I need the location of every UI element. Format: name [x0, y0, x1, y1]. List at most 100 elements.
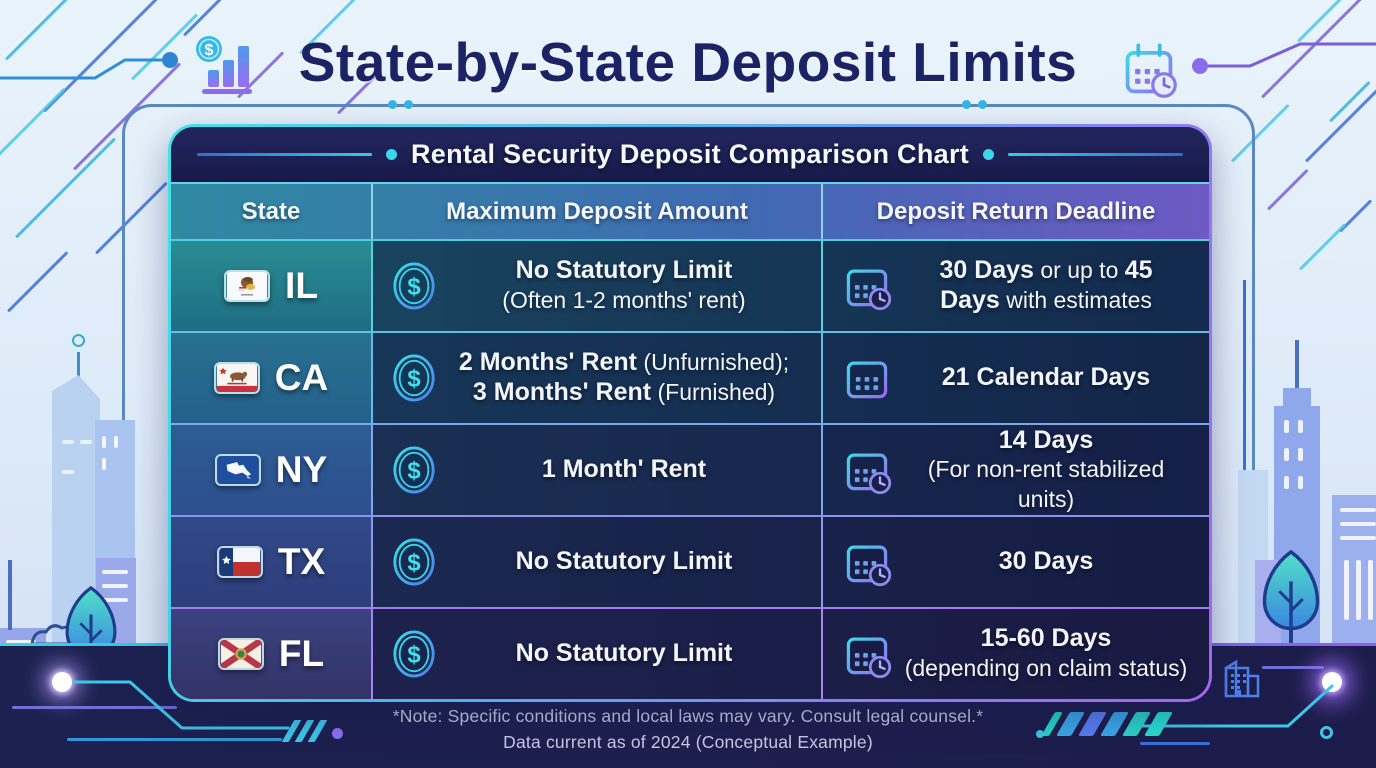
deadline-cell: 15-60 Days (depending on claim status) — [821, 608, 1209, 699]
state-cell: TX — [171, 516, 371, 607]
frame-dot — [978, 100, 987, 109]
tree-icon — [1256, 548, 1326, 656]
amount-text: 3 Months' Rent — [472, 377, 652, 406]
state-abbr: NY — [275, 448, 328, 490]
amount-text: No Statutory Limit — [515, 256, 733, 285]
deadline-text: 15-60 Days — [980, 624, 1112, 653]
dollar-coin-icon — [391, 537, 437, 587]
circuit-line — [1262, 666, 1324, 669]
building-icon — [1224, 659, 1260, 698]
antenna-line — [1243, 280, 1246, 640]
texas-flag — [216, 545, 263, 578]
comparison-table: Rental Security Deposit Comparison Chart… — [168, 124, 1212, 702]
table-row-ny: NY 1 Month' Rent 14 Days (For non-rent s… — [171, 422, 1209, 515]
florida-flag — [217, 637, 264, 670]
state-cell: FL — [171, 608, 371, 699]
accent-ring — [1320, 726, 1333, 739]
state-abbr: CA — [274, 356, 329, 398]
dollar-coin-icon — [391, 353, 437, 403]
amount-cell: No Statutory Limit — [371, 608, 821, 699]
state-abbr: TX — [277, 540, 326, 582]
table-row-tx: TX No Statutory Limit 30 Days — [171, 514, 1209, 607]
calendar-clock-icon — [841, 536, 893, 588]
dollar-coin-icon — [391, 261, 437, 311]
table-row-il: IL No Statutory Limit (Often 1-2 months'… — [171, 238, 1209, 331]
title-accent-dot — [385, 149, 397, 161]
deadline-text: 45 Days — [940, 256, 1153, 314]
column-header-return-deadline: Deposit Return Deadline — [821, 184, 1209, 239]
frame-dot — [388, 100, 397, 109]
amount-cell: No Statutory Limit (Often 1-2 months' re… — [371, 240, 821, 331]
bar-chart-dollar-icon: $ — [196, 36, 252, 94]
column-header-max-deposit: Maximum Deposit Amount — [371, 184, 821, 239]
glow-dot — [1322, 672, 1342, 692]
deadline-text: 14 Days — [998, 425, 1094, 454]
state-cell: CA — [171, 332, 371, 423]
state-cell: IL — [171, 240, 371, 331]
deadline-cell: 21 Calendar Days — [821, 332, 1209, 423]
frame-dot — [404, 100, 413, 109]
antenna-line — [8, 560, 12, 630]
amount-text: No Statutory Limit — [515, 547, 733, 576]
table-title: Rental Security Deposit Comparison Chart — [410, 139, 970, 170]
deadline-cell: 14 Days (For non-rent stabilized units) — [821, 424, 1209, 515]
deadline-text: 30 Days — [998, 547, 1094, 576]
title-accent-dot — [983, 149, 995, 161]
accent-dot — [332, 728, 343, 739]
table-header-row: State Maximum Deposit Amount Deposit Ret… — [171, 182, 1209, 239]
circuit-line — [1140, 742, 1210, 745]
deadline-note: (For non-rent stabilized units) — [927, 456, 1165, 512]
title-accent-line — [1008, 153, 1184, 157]
footnote-disclaimer: *Note: Specific conditions and local law… — [392, 706, 984, 726]
column-header-state: State — [241, 197, 301, 225]
circuit-line — [67, 738, 282, 741]
amount-cell: No Statutory Limit — [371, 516, 821, 607]
deadline-cell: 30 Days — [821, 516, 1209, 607]
deadline-note: (depending on claim status) — [904, 654, 1188, 681]
state-abbr: IL — [285, 264, 318, 306]
dollar-coin-icon — [391, 445, 437, 495]
page-title: State-by-State Deposit Limits — [298, 31, 1078, 93]
illinois-flag — [224, 269, 271, 302]
frame-dot — [962, 100, 971, 109]
circuit-trace — [1134, 684, 1334, 728]
calendar-clock-icon — [841, 628, 893, 680]
amount-cell: 1 Month' Rent — [371, 424, 821, 515]
deadline-text: with estimates — [999, 286, 1152, 313]
california-flag — [213, 361, 260, 394]
deadline-text: 30 Days — [939, 256, 1034, 285]
table-row-ca: CA 2 Months' Rent (Unfurnished); 3 Month… — [171, 330, 1209, 423]
circuit-trace — [72, 680, 290, 730]
amount-cell: 2 Months' Rent (Unfurnished); 3 Months' … — [371, 332, 821, 423]
calendar-clock-icon — [841, 260, 893, 312]
calendar-icon — [841, 352, 893, 404]
amount-note: (Unfurnished); — [637, 349, 790, 376]
glow-dot — [52, 672, 72, 692]
antenna-line — [1295, 340, 1299, 390]
antenna-ball — [72, 334, 85, 347]
calendar-clock-icon — [841, 444, 893, 496]
new-york-flag — [214, 453, 261, 486]
state-cell: NY — [171, 424, 371, 515]
amount-text: 1 Month' Rent — [541, 455, 707, 484]
amount-text: 2 Months' Rent — [458, 348, 638, 377]
building — [1283, 388, 1311, 408]
state-abbr: FL — [278, 632, 325, 674]
deadline-cell: 30 Days or up to 45 Days with estimates — [821, 240, 1209, 331]
svg-text:$: $ — [205, 42, 214, 59]
accent-dot — [1036, 730, 1044, 738]
calendar-clock-title-icon — [1125, 43, 1177, 98]
amount-note: (Often 1-2 months' rent) — [502, 286, 746, 313]
header-circuit-left — [0, 52, 178, 80]
deadline-text: or up to — [1033, 257, 1125, 284]
amount-text: No Statutory Limit — [515, 639, 733, 668]
title-accent-line — [197, 153, 372, 157]
table-row-fl: FL No Statutory Limit 15-60 Days (depend… — [171, 606, 1209, 699]
dollar-coin-icon — [391, 629, 437, 679]
header-circuit-right — [1192, 42, 1376, 74]
amount-note: (Furnished) — [651, 378, 776, 405]
table-title-bar: Rental Security Deposit Comparison Chart — [171, 127, 1209, 183]
deadline-text: 21 Calendar Days — [941, 363, 1151, 392]
circuit-line — [12, 706, 177, 709]
footnote-data-date: Data current as of 2024 (Conceptual Exam… — [503, 732, 873, 752]
